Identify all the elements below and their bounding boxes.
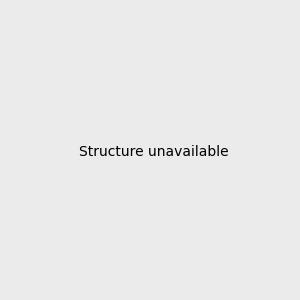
Text: Structure unavailable: Structure unavailable [79, 145, 229, 158]
